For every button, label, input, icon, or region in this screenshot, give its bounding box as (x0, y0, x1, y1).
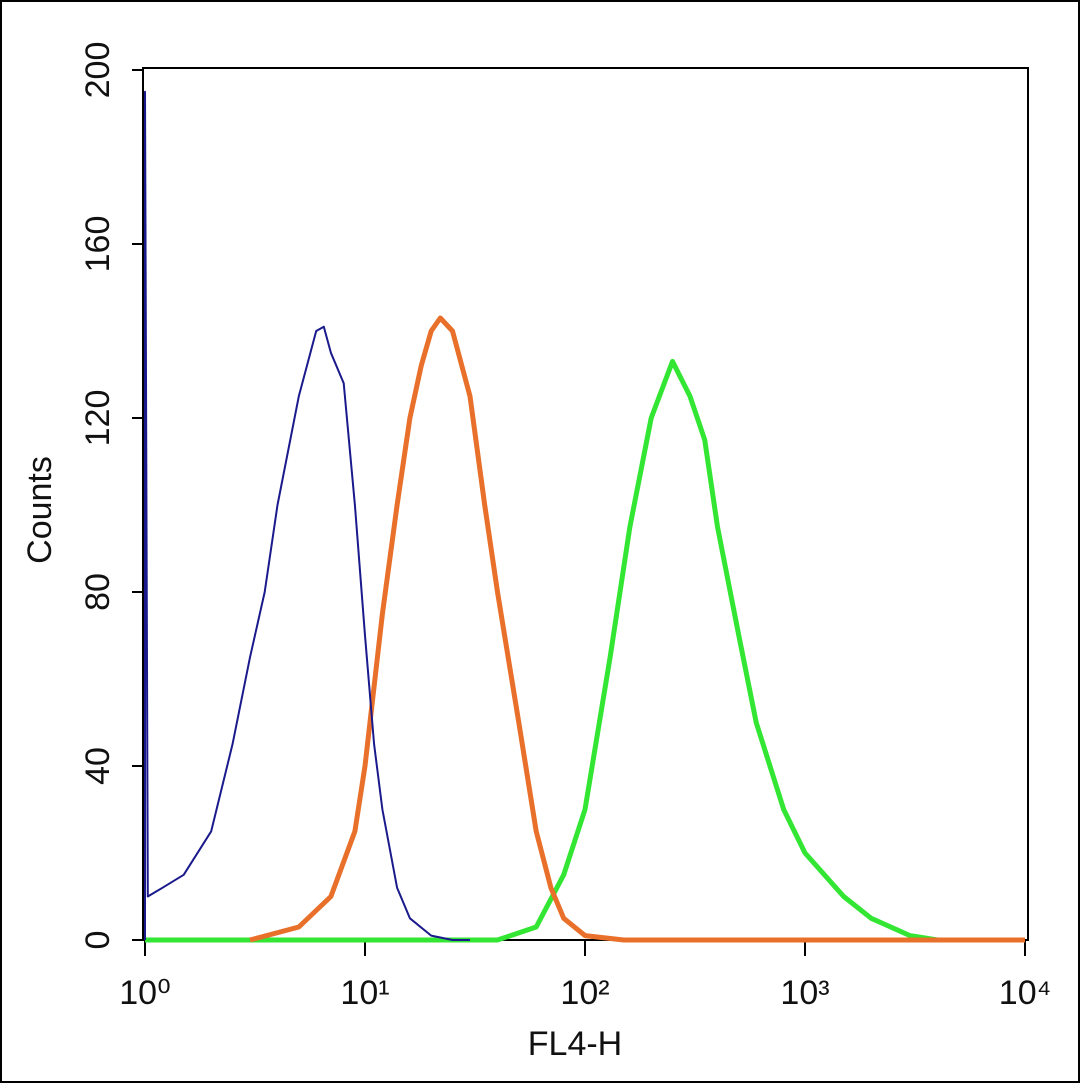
y-tick-label: 160 (79, 216, 117, 273)
y-axis-label: Counts (21, 456, 59, 564)
x-tick-label: 10⁴ (999, 974, 1051, 1012)
x-tick-label: 10¹ (340, 974, 389, 1012)
x-axis-label: FL4-H (528, 1025, 622, 1063)
x-tick-label: 10² (560, 974, 609, 1012)
y-tick-label: 0 (79, 931, 117, 950)
y-tick-label: 40 (79, 747, 117, 785)
series-line (249, 315, 1025, 943)
y-tick-label: 120 (79, 390, 117, 447)
y-tick-label: 80 (79, 573, 117, 611)
x-tick-label: 10⁰ (119, 974, 170, 1012)
series-line (144, 90, 470, 941)
x-tick-label: 10³ (780, 974, 829, 1012)
series-line (145, 358, 1025, 943)
y-tick-label: 200 (79, 42, 117, 99)
